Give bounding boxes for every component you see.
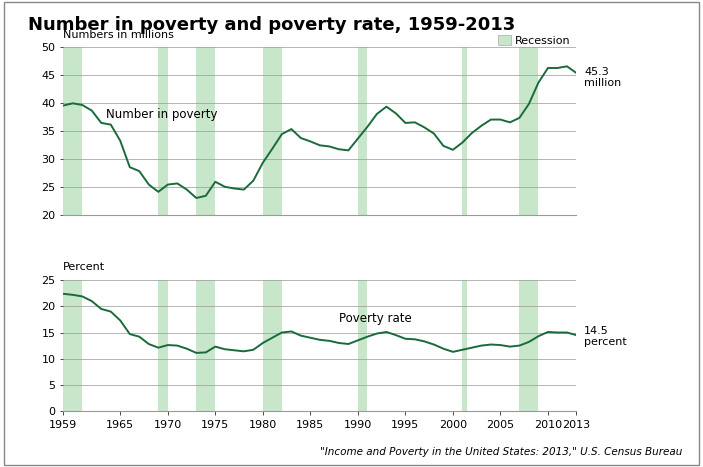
Text: "Income and Poverty in the United States: 2013," U.S. Census Bureau: "Income and Poverty in the United States… [320, 447, 682, 457]
Bar [520, 280, 538, 411]
Text: Number in poverty and poverty rate, 1959-2013: Number in poverty and poverty rate, 1959… [28, 16, 515, 35]
Bar [158, 47, 168, 215]
Text: 45.3
million: 45.3 million [584, 67, 621, 88]
Bar [196, 47, 215, 215]
Text: Numbers in millions: Numbers in millions [63, 30, 174, 40]
Bar [358, 280, 368, 411]
Bar [520, 47, 538, 215]
Text: Poverty rate: Poverty rate [339, 312, 412, 325]
Bar [263, 47, 282, 215]
Bar [158, 280, 168, 411]
Bar [463, 280, 467, 411]
Bar [196, 280, 215, 411]
Text: Number in poverty: Number in poverty [106, 108, 217, 121]
Bar [463, 47, 467, 215]
Bar [63, 280, 82, 411]
Bar [63, 47, 82, 215]
Text: Percent: Percent [63, 262, 105, 272]
Bar [358, 47, 368, 215]
Text: 14.5
percent: 14.5 percent [584, 326, 627, 347]
Bar [263, 280, 282, 411]
Legend: Recession: Recession [498, 35, 571, 46]
